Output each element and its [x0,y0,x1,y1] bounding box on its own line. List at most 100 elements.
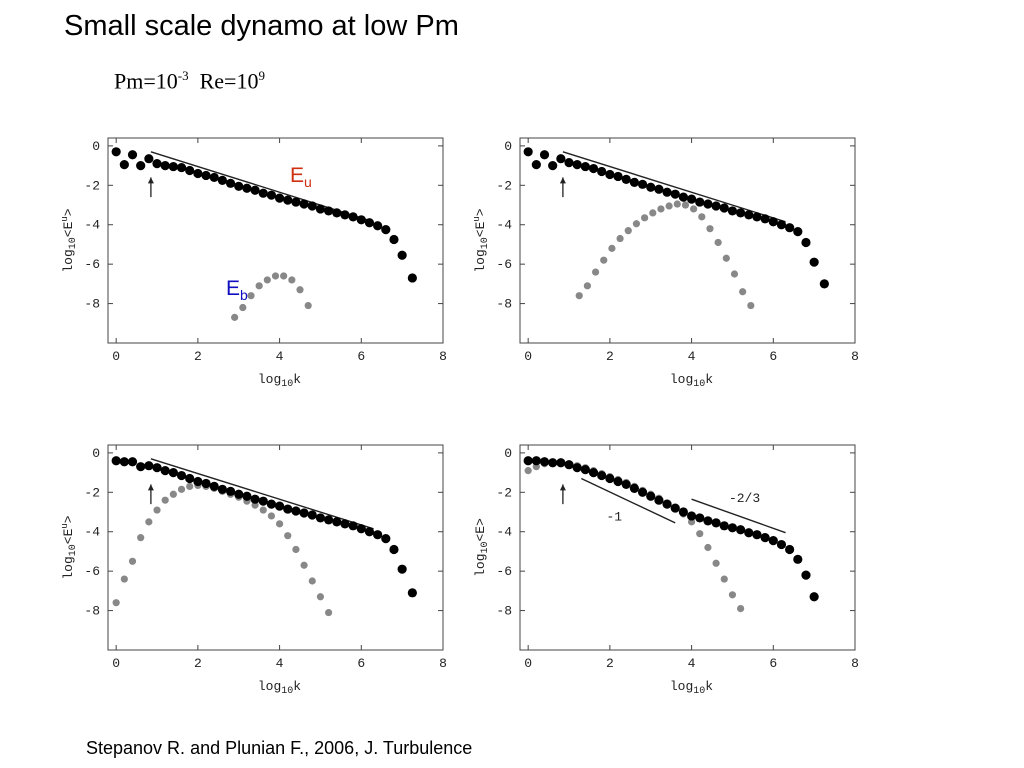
eu-point [291,197,301,207]
eu-point [801,570,811,580]
pm-base: Pm=10 [114,68,178,94]
x-axis-label: log10k [670,679,713,697]
eu-point [209,172,219,183]
eu-point [556,458,566,468]
plot-frame [519,444,856,651]
y-tick-label: -6 [496,564,512,579]
y-tick-label: -2 [84,178,100,193]
eu-point [801,237,811,248]
eb-point [591,268,600,276]
eb-point [231,313,239,321]
eu-point [613,476,623,487]
eu-point [580,161,590,172]
eb-point [288,276,296,284]
re-exponent: 9 [258,68,265,83]
eu-point [637,487,648,497]
x-tick-label: 4 [688,656,696,671]
kf-arrow-head [559,177,566,184]
spectrum-panel-top-left: 0 2 4 6 8 0 -2 -4 -6 -8 log10k log10<Eu> [60,137,447,390]
eu-point [193,476,203,487]
eu-point [356,524,366,534]
eb-point [325,608,333,617]
y-tick-label: -4 [84,525,100,540]
eu-point [291,506,301,516]
eu-point [193,168,203,179]
eb-point [714,238,722,247]
slide-title: Small scale dynamo at low Pm [64,10,459,42]
citation: Stepanov R. and Plunian F., 2006, J. Tur… [86,738,473,758]
eu-point [364,218,375,228]
eu-point [407,588,417,598]
eu-point [201,170,211,181]
eb-point [153,506,161,514]
eu-point [605,169,615,180]
eu-point [646,491,656,501]
eu-point [119,457,129,467]
kf-arrow-head [147,484,154,491]
eu-point [144,154,154,164]
eu-point [662,499,672,509]
eu-point [703,516,713,526]
eu-point [703,199,713,209]
eu-point [332,208,342,218]
eu-point [736,208,746,218]
eu-point [258,496,268,506]
eu-point [768,217,778,227]
eb-point [696,530,704,538]
x-tick-label: 8 [851,656,859,671]
eu-point [588,163,599,174]
eu-point [340,210,350,220]
eb-point [145,518,153,526]
eu-point [381,534,391,544]
eu-point [209,481,219,491]
x-axis-label: log10k [258,679,301,697]
eb-point [284,532,292,540]
eu-point [654,184,664,194]
x-tick-label: 6 [357,656,365,671]
x-tick-label: 2 [606,656,614,671]
eb-point [704,543,712,552]
kf-arrow-head [147,177,154,184]
eb-point [720,575,728,583]
y-tick-label: -6 [84,564,100,579]
eu-point [744,210,754,220]
eu-point [356,215,366,225]
x-tick-label: 6 [769,656,777,671]
eb-point [681,201,690,209]
eb-point [292,545,300,554]
eu-point [242,491,252,501]
eb-point [739,288,747,296]
eu-point [776,220,787,230]
eu-point [539,457,550,467]
reference-slope-line [691,498,786,534]
eb-label: Eb [226,277,248,303]
plot-frame [519,137,856,344]
eu-point [119,160,129,170]
y-tick-label: -4 [496,218,512,233]
eb-point [632,220,641,228]
y-axis-label: log10<Eu> [472,208,491,272]
eu-point [727,523,738,533]
eu-point [793,554,803,564]
eu-point [152,159,162,169]
spectrum-panel-top-right: 0 2 4 6 8 0 -2 -4 -6 -8 log10k log10<Eu> [472,137,859,390]
eu-point [523,147,533,157]
eu-point [160,160,170,171]
x-tick-label: 8 [439,349,447,364]
eu-point [531,456,541,466]
x-tick-label: 2 [194,349,202,364]
eb-point [161,496,169,504]
eu-point [397,250,407,260]
eu-point [283,504,293,514]
eu-point [373,530,383,540]
eb-point [747,301,755,310]
eu-point [407,273,417,283]
y-tick-label: -8 [84,604,100,619]
eu-point [744,528,754,538]
eu-point [111,456,121,466]
eu-point [381,225,391,235]
eb-label-sub: b [240,287,248,304]
eu-point [299,508,309,518]
eu-point [266,190,277,200]
eu-point [752,530,762,540]
